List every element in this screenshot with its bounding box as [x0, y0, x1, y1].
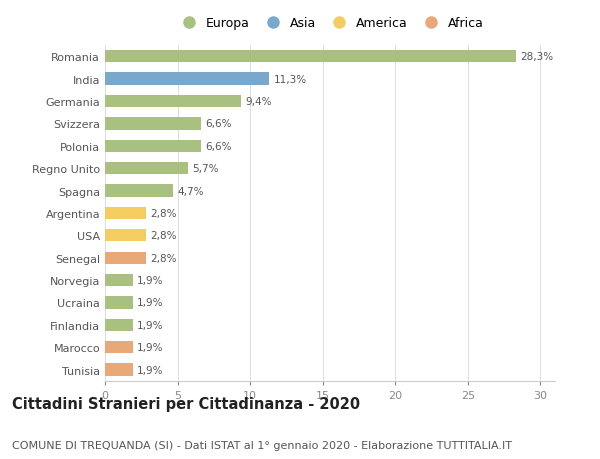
Bar — [105, 341, 133, 353]
Text: 9,4%: 9,4% — [246, 97, 272, 107]
Text: 11,3%: 11,3% — [274, 74, 307, 84]
Bar — [105, 230, 146, 242]
Bar — [105, 185, 173, 197]
Bar — [105, 319, 133, 331]
Bar — [105, 162, 188, 175]
Bar — [105, 95, 241, 108]
Legend: Europa, Asia, America, Africa: Europa, Asia, America, Africa — [171, 12, 489, 35]
Text: 1,9%: 1,9% — [137, 298, 163, 308]
Text: 28,3%: 28,3% — [520, 52, 553, 62]
Bar — [105, 51, 516, 63]
Text: 4,7%: 4,7% — [178, 186, 204, 196]
Bar — [105, 73, 269, 85]
Text: 2,8%: 2,8% — [150, 208, 176, 218]
Bar — [105, 274, 133, 286]
Text: 1,9%: 1,9% — [137, 275, 163, 285]
Text: 5,7%: 5,7% — [192, 164, 218, 174]
Text: 1,9%: 1,9% — [137, 342, 163, 353]
Bar — [105, 297, 133, 309]
Text: COMUNE DI TREQUANDA (SI) - Dati ISTAT al 1° gennaio 2020 - Elaborazione TUTTITAL: COMUNE DI TREQUANDA (SI) - Dati ISTAT al… — [12, 440, 512, 450]
Text: 2,8%: 2,8% — [150, 231, 176, 241]
Text: 6,6%: 6,6% — [205, 141, 232, 151]
Bar — [105, 252, 146, 264]
Text: 1,9%: 1,9% — [137, 320, 163, 330]
Text: 1,9%: 1,9% — [137, 365, 163, 375]
Text: 2,8%: 2,8% — [150, 253, 176, 263]
Bar — [105, 207, 146, 219]
Text: 6,6%: 6,6% — [205, 119, 232, 129]
Bar — [105, 140, 201, 152]
Bar — [105, 118, 201, 130]
Bar — [105, 364, 133, 376]
Text: Cittadini Stranieri per Cittadinanza - 2020: Cittadini Stranieri per Cittadinanza - 2… — [12, 396, 360, 411]
